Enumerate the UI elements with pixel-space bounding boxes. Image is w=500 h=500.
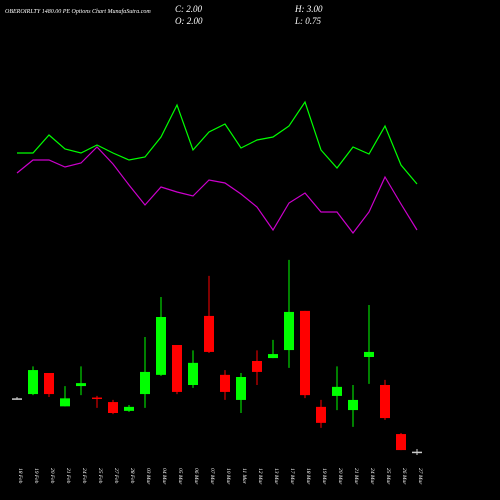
x-tick-label: 17 Mar <box>289 468 295 485</box>
candle-body <box>60 398 70 407</box>
x-tick-label: 03 Mar <box>145 468 151 485</box>
x-tick-label: 05 Mar <box>177 468 183 485</box>
x-tick-label: 24 Mar <box>369 468 376 485</box>
candle-body <box>92 397 102 400</box>
candle-body <box>396 434 406 451</box>
chart-title: OBEROIRLTY 1480.00 PE Options Chart Muna… <box>5 8 151 15</box>
indicator-line <box>17 100 418 185</box>
x-tick-label: 19 Mar <box>321 468 327 485</box>
x-tick-label: 26 Mar <box>401 468 407 485</box>
candle-body <box>412 451 422 454</box>
candle-body <box>204 315 214 352</box>
x-tick-label: 27 Feb <box>113 468 119 484</box>
x-tick-label: 20 Mar <box>337 468 343 485</box>
candle-body <box>172 345 182 392</box>
candle-body <box>364 351 374 357</box>
x-tick-label: 19 Feb <box>33 468 39 484</box>
x-tick-label: 21 Mar <box>353 468 359 485</box>
candle-body <box>124 406 134 411</box>
candle-body <box>268 354 278 359</box>
x-tick-label: 07 Mar <box>209 468 215 485</box>
candle-body <box>140 371 150 395</box>
candle-body <box>28 370 38 395</box>
candle-body <box>300 310 310 396</box>
candle-body <box>156 317 166 375</box>
candle-body <box>220 374 230 392</box>
x-tick-label: 11 Mar <box>241 468 247 485</box>
x-tick-label: 12 Mar <box>257 468 263 485</box>
info-close: C: 2.00 <box>175 4 203 14</box>
x-tick-label: 25 Feb <box>97 468 103 484</box>
candle-body <box>44 373 54 395</box>
candle-body <box>380 385 390 419</box>
candle-body <box>108 402 118 413</box>
x-tick-label: 06 Mar <box>193 468 199 485</box>
x-tick-label: 25 Mar <box>385 468 391 485</box>
x-tick-label: 20 Feb <box>49 468 55 484</box>
candle-body <box>12 398 22 400</box>
candle-body <box>76 383 86 387</box>
x-tick-label: 24 Feb <box>81 468 88 484</box>
x-tick-label: 27 Mar <box>417 468 423 485</box>
x-tick-label: 21 Feb <box>65 468 71 484</box>
x-tick-label: 04 Mar <box>161 468 168 485</box>
candle-body <box>252 361 262 372</box>
x-tick-label: 18 Mar <box>305 468 311 485</box>
candle-body <box>348 399 358 411</box>
candle-body <box>284 311 294 351</box>
info-high: H: 3.00 <box>294 4 323 14</box>
x-tick-label: 10 Mar <box>225 468 231 485</box>
info-low: L: 0.75 <box>294 16 322 26</box>
candle-body <box>236 377 246 400</box>
x-tick-label: 18 Feb <box>17 468 23 484</box>
x-tick-label: 28 Feb <box>129 468 135 484</box>
candle-body <box>188 362 198 385</box>
info-open: O: 2.00 <box>175 16 203 26</box>
candle-body <box>332 386 342 396</box>
indicator-line <box>16 146 418 234</box>
candle-body <box>316 406 326 423</box>
x-tick-label: 13 Mar <box>273 468 279 485</box>
